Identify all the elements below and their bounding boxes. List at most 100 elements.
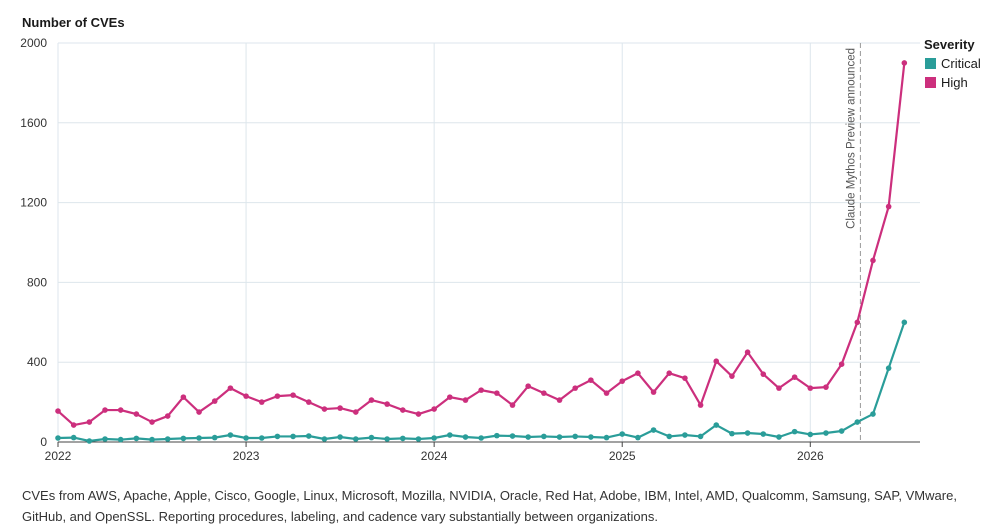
axis-layer: 0 400 800 1200 1600 2000 2022 2023 2024 2025 2026 [20,36,920,463]
data-point [164,436,171,442]
data-point [823,430,829,436]
data-point [133,411,140,417]
x-tick-label: 2026 [797,449,824,463]
data-point [133,435,140,442]
data-point [603,434,610,441]
data-point [462,434,469,440]
data-point [650,389,657,395]
data-point [838,428,845,434]
y-tick-label: 1200 [20,196,47,210]
data-point [102,407,108,413]
data-point [572,385,578,391]
data-point [556,434,563,440]
data-point [447,394,453,400]
data-point [243,435,249,441]
data-point [697,433,704,440]
data-point [619,378,626,384]
data-point [180,435,187,442]
data-point [274,393,281,399]
data-point [619,431,626,437]
data-point [384,436,390,442]
data-point [791,428,798,435]
data-point [713,422,720,428]
data-point [290,433,296,440]
data-point [227,385,234,391]
data-point [337,434,343,440]
y-tick-label: 2000 [20,36,47,50]
data-point [368,397,375,403]
y-axis-title: Number of CVEs [22,15,125,30]
data-point [368,434,375,441]
data-point [885,203,892,210]
grid-layer [58,42,920,442]
data-point [744,430,751,436]
data-point [227,432,234,438]
data-point [462,397,469,403]
data-point [729,373,735,379]
data-point [509,402,516,408]
data-point [86,438,93,444]
data-point [196,435,202,441]
data-point [666,433,673,440]
legend-label-high: High [941,75,968,90]
data-point [290,392,296,398]
data-point [713,358,720,365]
series-line-critical [57,321,906,443]
data-point [870,257,876,264]
legend-swatch-critical [925,58,936,69]
data-point [211,434,218,441]
data-point [149,419,155,425]
legend: Severity Critical High [924,37,981,90]
data-point [541,390,547,396]
data-point [666,370,673,376]
series-layer [55,60,908,444]
data-point [258,435,265,441]
x-tick-label: 2022 [45,449,72,463]
data-point [415,436,422,442]
data-point [776,385,782,391]
data-point [211,398,218,404]
data-point [650,427,657,433]
data-point [55,408,61,414]
data-point [352,409,359,415]
data-point [70,422,77,428]
y-tick-label: 1600 [20,116,47,130]
data-point [149,436,155,443]
data-point [70,434,77,441]
data-point [478,435,484,441]
data-point [321,436,328,442]
data-point [697,402,704,408]
data-point [305,399,312,405]
legend-swatch-high [925,77,936,88]
data-point [494,432,500,439]
data-point [102,436,108,442]
data-point [305,433,312,439]
data-point [196,409,202,415]
legend-items: Critical High [925,56,981,90]
y-tick-label: 800 [27,275,47,289]
data-point [180,394,187,400]
data-point [337,405,343,411]
chart-footnote: CVEs from AWS, Apache, Apple, Cisco, Goo… [22,488,957,524]
data-point [635,370,641,376]
series-high [55,60,908,428]
data-point [494,390,500,396]
data-point [682,432,688,438]
data-point [729,430,735,437]
data-point [243,393,249,399]
data-point [635,434,641,441]
data-point [352,436,359,442]
data-point [400,407,406,413]
data-point [838,361,845,367]
data-point [86,419,93,425]
data-point [556,397,563,403]
data-point [384,401,390,407]
series-critical [55,319,908,444]
data-point [572,433,578,440]
data-point [525,383,531,389]
data-point [744,349,751,356]
data-point [901,60,908,66]
legend-label-critical: Critical [941,56,981,71]
data-point [164,413,171,419]
data-point [854,319,861,326]
